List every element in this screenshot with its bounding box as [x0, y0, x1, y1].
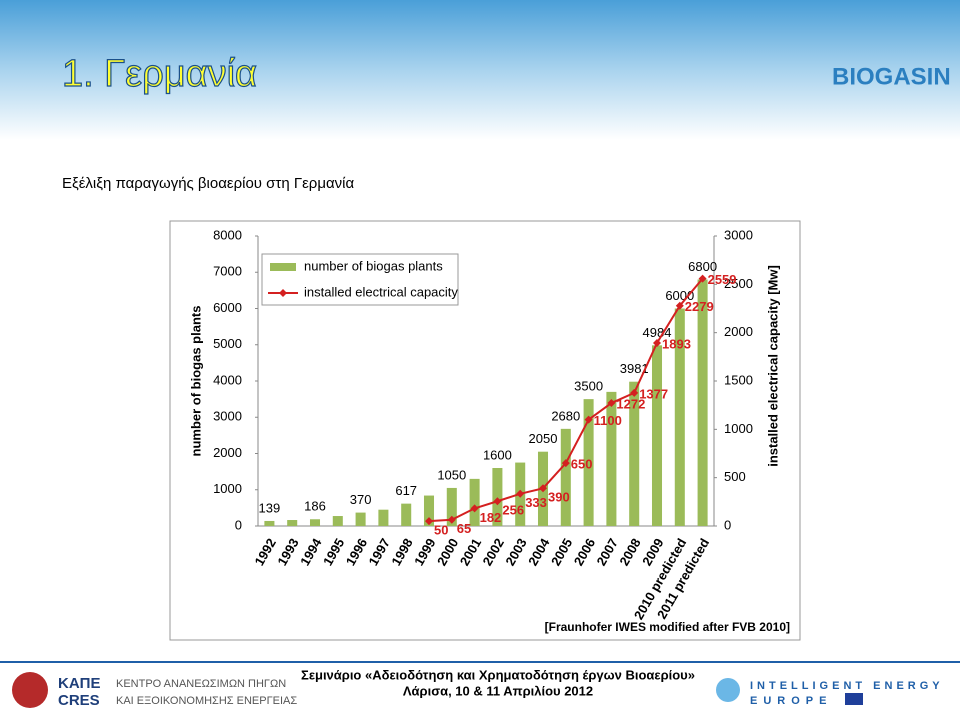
bar-value-label: 2050: [529, 431, 558, 446]
bar: [332, 516, 343, 526]
y-tick-label: 8000: [213, 227, 242, 242]
line-marker: [447, 515, 456, 524]
bar: [309, 519, 321, 526]
org-short: ΚΑΠΕ: [58, 675, 101, 692]
logo: BIOGASIN: [832, 63, 951, 90]
y2-tick-label: 1000: [724, 421, 753, 436]
bar-value-label: 139: [259, 500, 281, 515]
bar: [583, 399, 594, 526]
bar-value-label: 1600: [483, 447, 512, 462]
y-tick-label: 0: [235, 517, 242, 532]
legend-box: [261, 253, 459, 306]
y2-tick-label: 0: [724, 517, 731, 532]
line-marker: [698, 274, 707, 283]
line-value-label: 650: [571, 457, 593, 472]
line-value-label: 2279: [685, 299, 714, 314]
y2-tick-label: 2500: [724, 276, 753, 291]
bar-value-label: 1050: [437, 467, 466, 482]
line-value-label: 1893: [662, 336, 691, 351]
bar: [446, 487, 457, 526]
bar-value-label: 186: [304, 499, 326, 514]
bar-value-label: 617: [395, 483, 417, 498]
org-name: ΚΑΙ ΕΞΟΙΚΟΝΟΜΗΣΗΣ ΕΝΕΡΓΕΙΑΣ: [116, 695, 297, 707]
bar: [697, 279, 708, 526]
bar-value-label: 370: [350, 492, 372, 507]
y2-tick-label: 3000: [724, 227, 753, 242]
y2-tick-label: 500: [724, 469, 746, 484]
bar: [651, 345, 663, 526]
bar-value-label: 4984: [643, 325, 672, 340]
bar-value-label: 6800: [688, 259, 717, 274]
line-value-label: 390: [548, 490, 570, 505]
y-tick-label: 4000: [213, 372, 242, 387]
line-value-label: 256: [502, 503, 524, 518]
line-value-label: 2559: [708, 272, 737, 287]
y2-axis-title: installed electrical capacity [Mw]: [765, 265, 780, 467]
y-tick-label: 2000: [213, 445, 242, 460]
event: Σεμινάριο «Αδειοδότηση και Χρηματοδότηση…: [301, 667, 695, 682]
iee-emblem: [716, 678, 740, 702]
line-value-label: 182: [480, 510, 502, 525]
line-marker: [493, 497, 502, 506]
legend-swatch: [270, 263, 296, 271]
eu-flag: [845, 693, 863, 705]
bar: [264, 520, 275, 526]
y-axis-title: number of biogas plants: [188, 306, 203, 457]
line-marker: [653, 339, 661, 348]
line-value-label: 333: [525, 495, 547, 510]
bar-value-label: 6000: [665, 288, 694, 303]
line-marker: [470, 504, 479, 513]
y2-tick-label: 2000: [724, 324, 753, 339]
line-marker: [516, 489, 525, 498]
line-marker: [425, 517, 433, 526]
bar: [423, 495, 435, 526]
y-tick-label: 7000: [213, 264, 242, 279]
bar: [629, 381, 640, 526]
line-value-label: 50: [434, 523, 448, 538]
bar: [287, 520, 298, 526]
org-short: CRES: [58, 692, 100, 709]
programme: INTELLIGENT ENERGY: [750, 680, 944, 692]
line-value-label: 1272: [616, 396, 645, 411]
line-value-label: 65: [457, 521, 471, 536]
line-marker: [607, 399, 616, 408]
bar: [492, 468, 503, 526]
kape-emblem: [12, 672, 48, 708]
bar: [401, 503, 412, 526]
slide-subtitle: Εξέλιξη παραγωγής βιοαερίου στη Γερμανία: [62, 175, 354, 192]
bar-value-label: 3500: [574, 379, 603, 394]
bar: [560, 428, 571, 526]
line-value-label: 1377: [639, 386, 668, 401]
y2-tick-label: 1500: [724, 372, 753, 387]
legend-marker: [279, 289, 287, 297]
bar: [469, 478, 480, 526]
line-marker: [584, 415, 593, 424]
header-band: [0, 0, 960, 140]
org-name: ΚΕΝΤΡΟ ΑΝΑΝΕΩΣΙΜΩΝ ΠΗΓΩΝ: [116, 678, 286, 690]
y-tick-label: 6000: [213, 300, 242, 315]
programme: EUROPE: [750, 695, 832, 707]
bar-value-label: 2680: [551, 408, 580, 423]
y-tick-label: 5000: [213, 336, 242, 351]
legend-label: number of biogas plants: [304, 258, 443, 273]
source: [Fraunhofer IWES modified after FVB 2010…: [545, 620, 790, 634]
line-marker: [539, 484, 547, 493]
line-value-label: 1100: [594, 413, 622, 428]
line-marker: [630, 388, 639, 397]
slide-title: 1. Γερμανία: [62, 53, 257, 95]
bar: [674, 308, 685, 526]
y-tick-label: 1000: [213, 481, 242, 496]
line-marker: [561, 459, 570, 468]
bar-value-label: 3981: [620, 361, 649, 376]
bar: [355, 512, 366, 526]
bar: [378, 509, 389, 526]
line-marker: [675, 301, 684, 310]
bar: [606, 391, 617, 526]
event-place: Λάρισα, 10 & 11 Απριλίου 2012: [403, 683, 593, 698]
legend-label: installed electrical capacity: [304, 284, 458, 299]
y-tick-label: 3000: [213, 409, 242, 424]
